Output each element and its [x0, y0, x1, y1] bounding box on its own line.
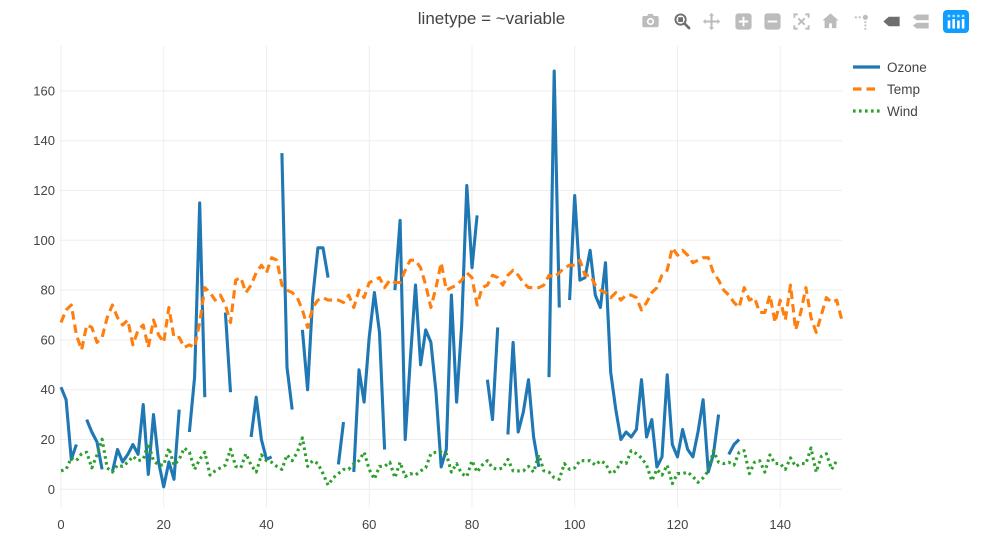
legend-label: Temp	[887, 81, 921, 97]
svg-text:120: 120	[33, 183, 55, 198]
camera-icon[interactable]	[641, 12, 660, 32]
svg-text:140: 140	[769, 517, 791, 532]
svg-text:20: 20	[41, 432, 55, 447]
svg-text:100: 100	[33, 233, 55, 248]
hover-compare-icon[interactable]	[911, 12, 930, 32]
svg-text:60: 60	[362, 517, 376, 532]
home-icon[interactable]	[821, 12, 840, 32]
svg-text:40: 40	[259, 517, 273, 532]
svg-text:20: 20	[156, 517, 170, 532]
svg-text:80: 80	[41, 283, 55, 298]
hover-closest-icon[interactable]	[882, 12, 901, 32]
autoscale-icon[interactable]	[792, 12, 811, 32]
plotly-logo-icon[interactable]	[943, 10, 969, 33]
series-line-temp[interactable]	[59, 246, 844, 352]
svg-text:100: 100	[564, 517, 586, 532]
series-line-ozone[interactable]	[59, 69, 741, 489]
legend-item-temp[interactable]: Temp	[853, 78, 927, 100]
svg-text:80: 80	[465, 517, 479, 532]
zoom-in-icon[interactable]	[734, 12, 753, 32]
svg-text:0: 0	[48, 482, 55, 497]
y-axis-tick-labels: 0 20 40 60 80 100 120 140 160	[33, 83, 55, 496]
x-axis-tick-labels: 0 20 40 60 80 100 120 140	[57, 517, 791, 532]
svg-text:160: 160	[33, 83, 55, 98]
legend-item-ozone[interactable]: Ozone	[853, 56, 927, 78]
pan-icon[interactable]	[702, 12, 721, 32]
zoom-icon[interactable]	[673, 12, 692, 32]
svg-text:0: 0	[57, 517, 64, 532]
zoom-out-icon[interactable]	[763, 12, 782, 32]
legend-label: Ozone	[887, 59, 927, 75]
legend-label: Wind	[887, 103, 918, 119]
modebar	[628, 10, 969, 33]
legend: Ozone Temp Wind	[853, 56, 927, 122]
svg-text:60: 60	[41, 332, 55, 347]
legend-item-wind[interactable]: Wind	[853, 100, 927, 122]
spikelines-icon[interactable]	[853, 12, 872, 32]
svg-text:120: 120	[667, 517, 689, 532]
svg-text:140: 140	[33, 133, 55, 148]
svg-text:40: 40	[41, 382, 55, 397]
